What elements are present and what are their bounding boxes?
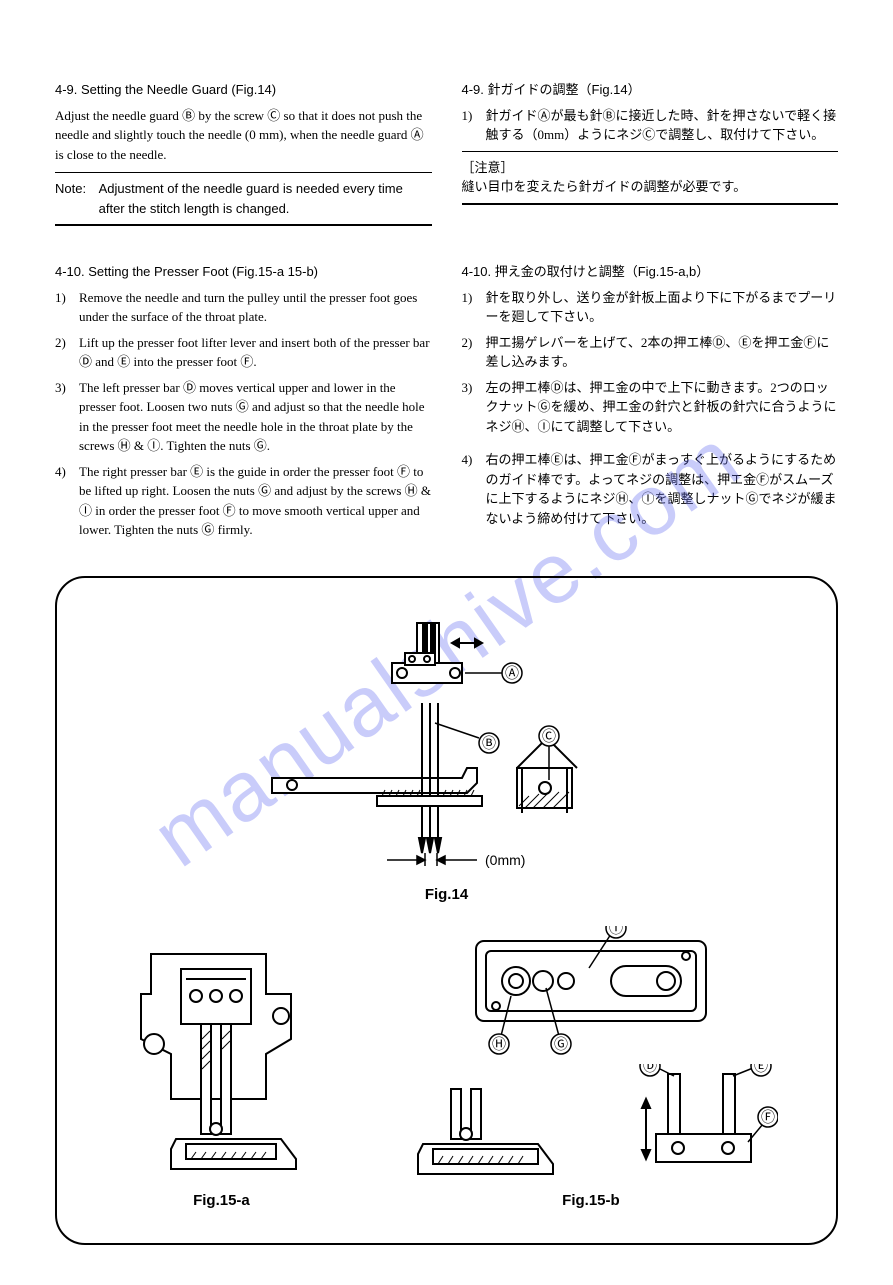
col-jp-4-9: 4-9. 針ガイドの調整（Fig.14） 1) 針ガイドⒶが最も針Ⓑに接近した時… — [462, 80, 839, 232]
fig15a-caption: Fig.15-a — [87, 1190, 356, 1213]
note-label-jp: ［注意］ — [462, 158, 839, 178]
fig15-row: Fig.15-a — [87, 926, 806, 1213]
item-num: 3) — [462, 378, 486, 437]
note-text-en: Adjustment of the needle guard is needed… — [99, 179, 431, 218]
item-num: 4) — [55, 462, 79, 540]
note-4-9-jp: ［注意］ 縫い目巾を変えたら針ガイドの調整が必要です。 — [462, 158, 839, 197]
label-i: Ⓘ — [609, 926, 623, 936]
item-num: 1) — [462, 106, 486, 145]
item-text: 左の押エ棒Ⓓは、押エ金の中で上下に動きます。2つのロックナットⒼを緩め、押エ金の… — [486, 378, 839, 437]
col-en-4-9: 4-9. Setting the Needle Guard (Fig.14) A… — [55, 80, 432, 232]
title-4-9-jp: 4-9. 針ガイドの調整（Fig.14） — [462, 80, 839, 100]
list-item: 1)Remove the needle and turn the pulley … — [55, 288, 432, 327]
item-num: 1) — [462, 288, 486, 327]
fig15a-area: Fig.15-a — [87, 944, 356, 1213]
label-b: Ⓑ — [482, 735, 496, 751]
item-num: 1) — [55, 288, 79, 327]
col-en-4-10: 4-10. Setting the Presser Foot (Fig.15-a… — [55, 262, 432, 546]
para-4-9-en: Adjust the needle guard Ⓑ by the screw Ⓒ… — [55, 106, 432, 165]
fig15b-top-diagram: Ⓘ Ⓗ Ⓖ — [461, 926, 721, 1056]
title-4-10-en: 4-10. Setting the Presser Foot (Fig.15-a… — [55, 262, 432, 282]
item-text: 右の押エ棒Ⓔは、押エ金Ⓕがまっすぐ上がるようにするためのガイド棒です。よってネジ… — [486, 450, 839, 528]
list-item: 2)押エ揚ゲレバーを上げて、2本の押エ棒Ⓓ、Ⓔを押エ金Ⓕに差し込みます。 — [462, 333, 839, 372]
item-text: 針を取り外し、送り金が針板上面より下に下がるまでプーリーを廻して下さい。 — [486, 288, 839, 327]
rule-bot-en — [55, 224, 432, 226]
title-4-9-en: 4-9. Setting the Needle Guard (Fig.14) — [55, 80, 432, 100]
list-4-9-jp: 1) 針ガイドⒶが最も針Ⓑに接近した時、針を押さないで軽く接触する（0mm）よう… — [462, 106, 839, 145]
fig15b-def-diagram: Ⓓ Ⓔ Ⓕ — [628, 1064, 778, 1184]
item-text: 針ガイドⒶが最も針Ⓑに接近した時、針を押さないで軽く接触する（0mm）ようにネジ… — [486, 106, 839, 145]
rule-bot-jp — [462, 203, 839, 205]
label-e: Ⓔ — [754, 1064, 768, 1074]
list-item: 3)The left presser bar Ⓓ moves vertical … — [55, 378, 432, 456]
list-item: 3)左の押エ棒Ⓓは、押エ金の中で上下に動きます。2つのロックナットⒼを緩め、押エ… — [462, 378, 839, 437]
item-num: 3) — [55, 378, 79, 456]
list-item: 4)右の押エ棒Ⓔは、押エ金Ⓕがまっすぐ上がるようにするためのガイド棒です。よって… — [462, 450, 839, 528]
fig15b-foot-diagram — [403, 1084, 563, 1184]
dim-0mm: (0mm) — [485, 852, 525, 868]
item-text: 押エ揚ゲレバーを上げて、2本の押エ棒Ⓓ、Ⓔを押エ金Ⓕに差し込みます。 — [486, 333, 839, 372]
fig14-area: Ⓐ — [87, 618, 806, 907]
fig15a-diagram — [116, 944, 326, 1184]
fig15b-area: Ⓘ Ⓗ Ⓖ — [376, 926, 806, 1213]
section-4-10-row: 4-10. Setting the Presser Foot (Fig.15-a… — [55, 262, 838, 546]
note-4-9-en: Note: Adjustment of the needle guard is … — [55, 179, 432, 218]
list-item: 1) 針ガイドⒶが最も針Ⓑに接近した時、針を押さないで軽く接触する（0mm）よう… — [462, 106, 839, 145]
section-4-9-row: 4-9. Setting the Needle Guard (Fig.14) A… — [55, 80, 838, 232]
rule-top-en — [55, 172, 432, 173]
fig14-diagram: Ⓐ — [267, 618, 627, 878]
list-item: 2)Lift up the presser foot lifter lever … — [55, 333, 432, 372]
item-num: 2) — [55, 333, 79, 372]
label-g: Ⓖ — [554, 1036, 568, 1052]
list-item: 1)針を取り外し、送り金が針板上面より下に下がるまでプーリーを廻して下さい。 — [462, 288, 839, 327]
note-text-jp: 縫い目巾を変えたら針ガイドの調整が必要です。 — [462, 177, 839, 197]
label-f: Ⓕ — [761, 1109, 775, 1125]
title-4-10-jp: 4-10. 押え金の取付けと調整（Fig.15-a,b） — [462, 262, 839, 282]
item-text: Remove the needle and turn the pulley un… — [79, 288, 432, 327]
label-h: Ⓗ — [492, 1036, 506, 1052]
fig15b-caption: Fig.15-b — [376, 1190, 806, 1213]
label-c: Ⓒ — [542, 728, 556, 744]
col-jp-4-10: 4-10. 押え金の取付けと調整（Fig.15-a,b） 1)針を取り外し、送り… — [462, 262, 839, 546]
list-item: 4)The right presser bar Ⓔ is the guide i… — [55, 462, 432, 540]
list-4-10-en: 1)Remove the needle and turn the pulley … — [55, 288, 432, 540]
list-4-10-jp: 1)針を取り外し、送り金が針板上面より下に下がるまでプーリーを廻して下さい。 2… — [462, 288, 839, 529]
fig14-caption: Fig.14 — [87, 884, 806, 907]
item-num: 2) — [462, 333, 486, 372]
note-label-en: Note: — [55, 179, 95, 199]
item-text: The right presser bar Ⓔ is the guide in … — [79, 462, 432, 540]
item-num: 4) — [462, 450, 486, 528]
figure-frame: Ⓐ — [55, 576, 838, 1245]
item-text: The left presser bar Ⓓ moves vertical up… — [79, 378, 432, 456]
label-d: Ⓓ — [643, 1064, 657, 1074]
rule-top-jp — [462, 151, 839, 152]
label-a: Ⓐ — [505, 665, 519, 681]
item-text: Lift up the presser foot lifter lever an… — [79, 333, 432, 372]
